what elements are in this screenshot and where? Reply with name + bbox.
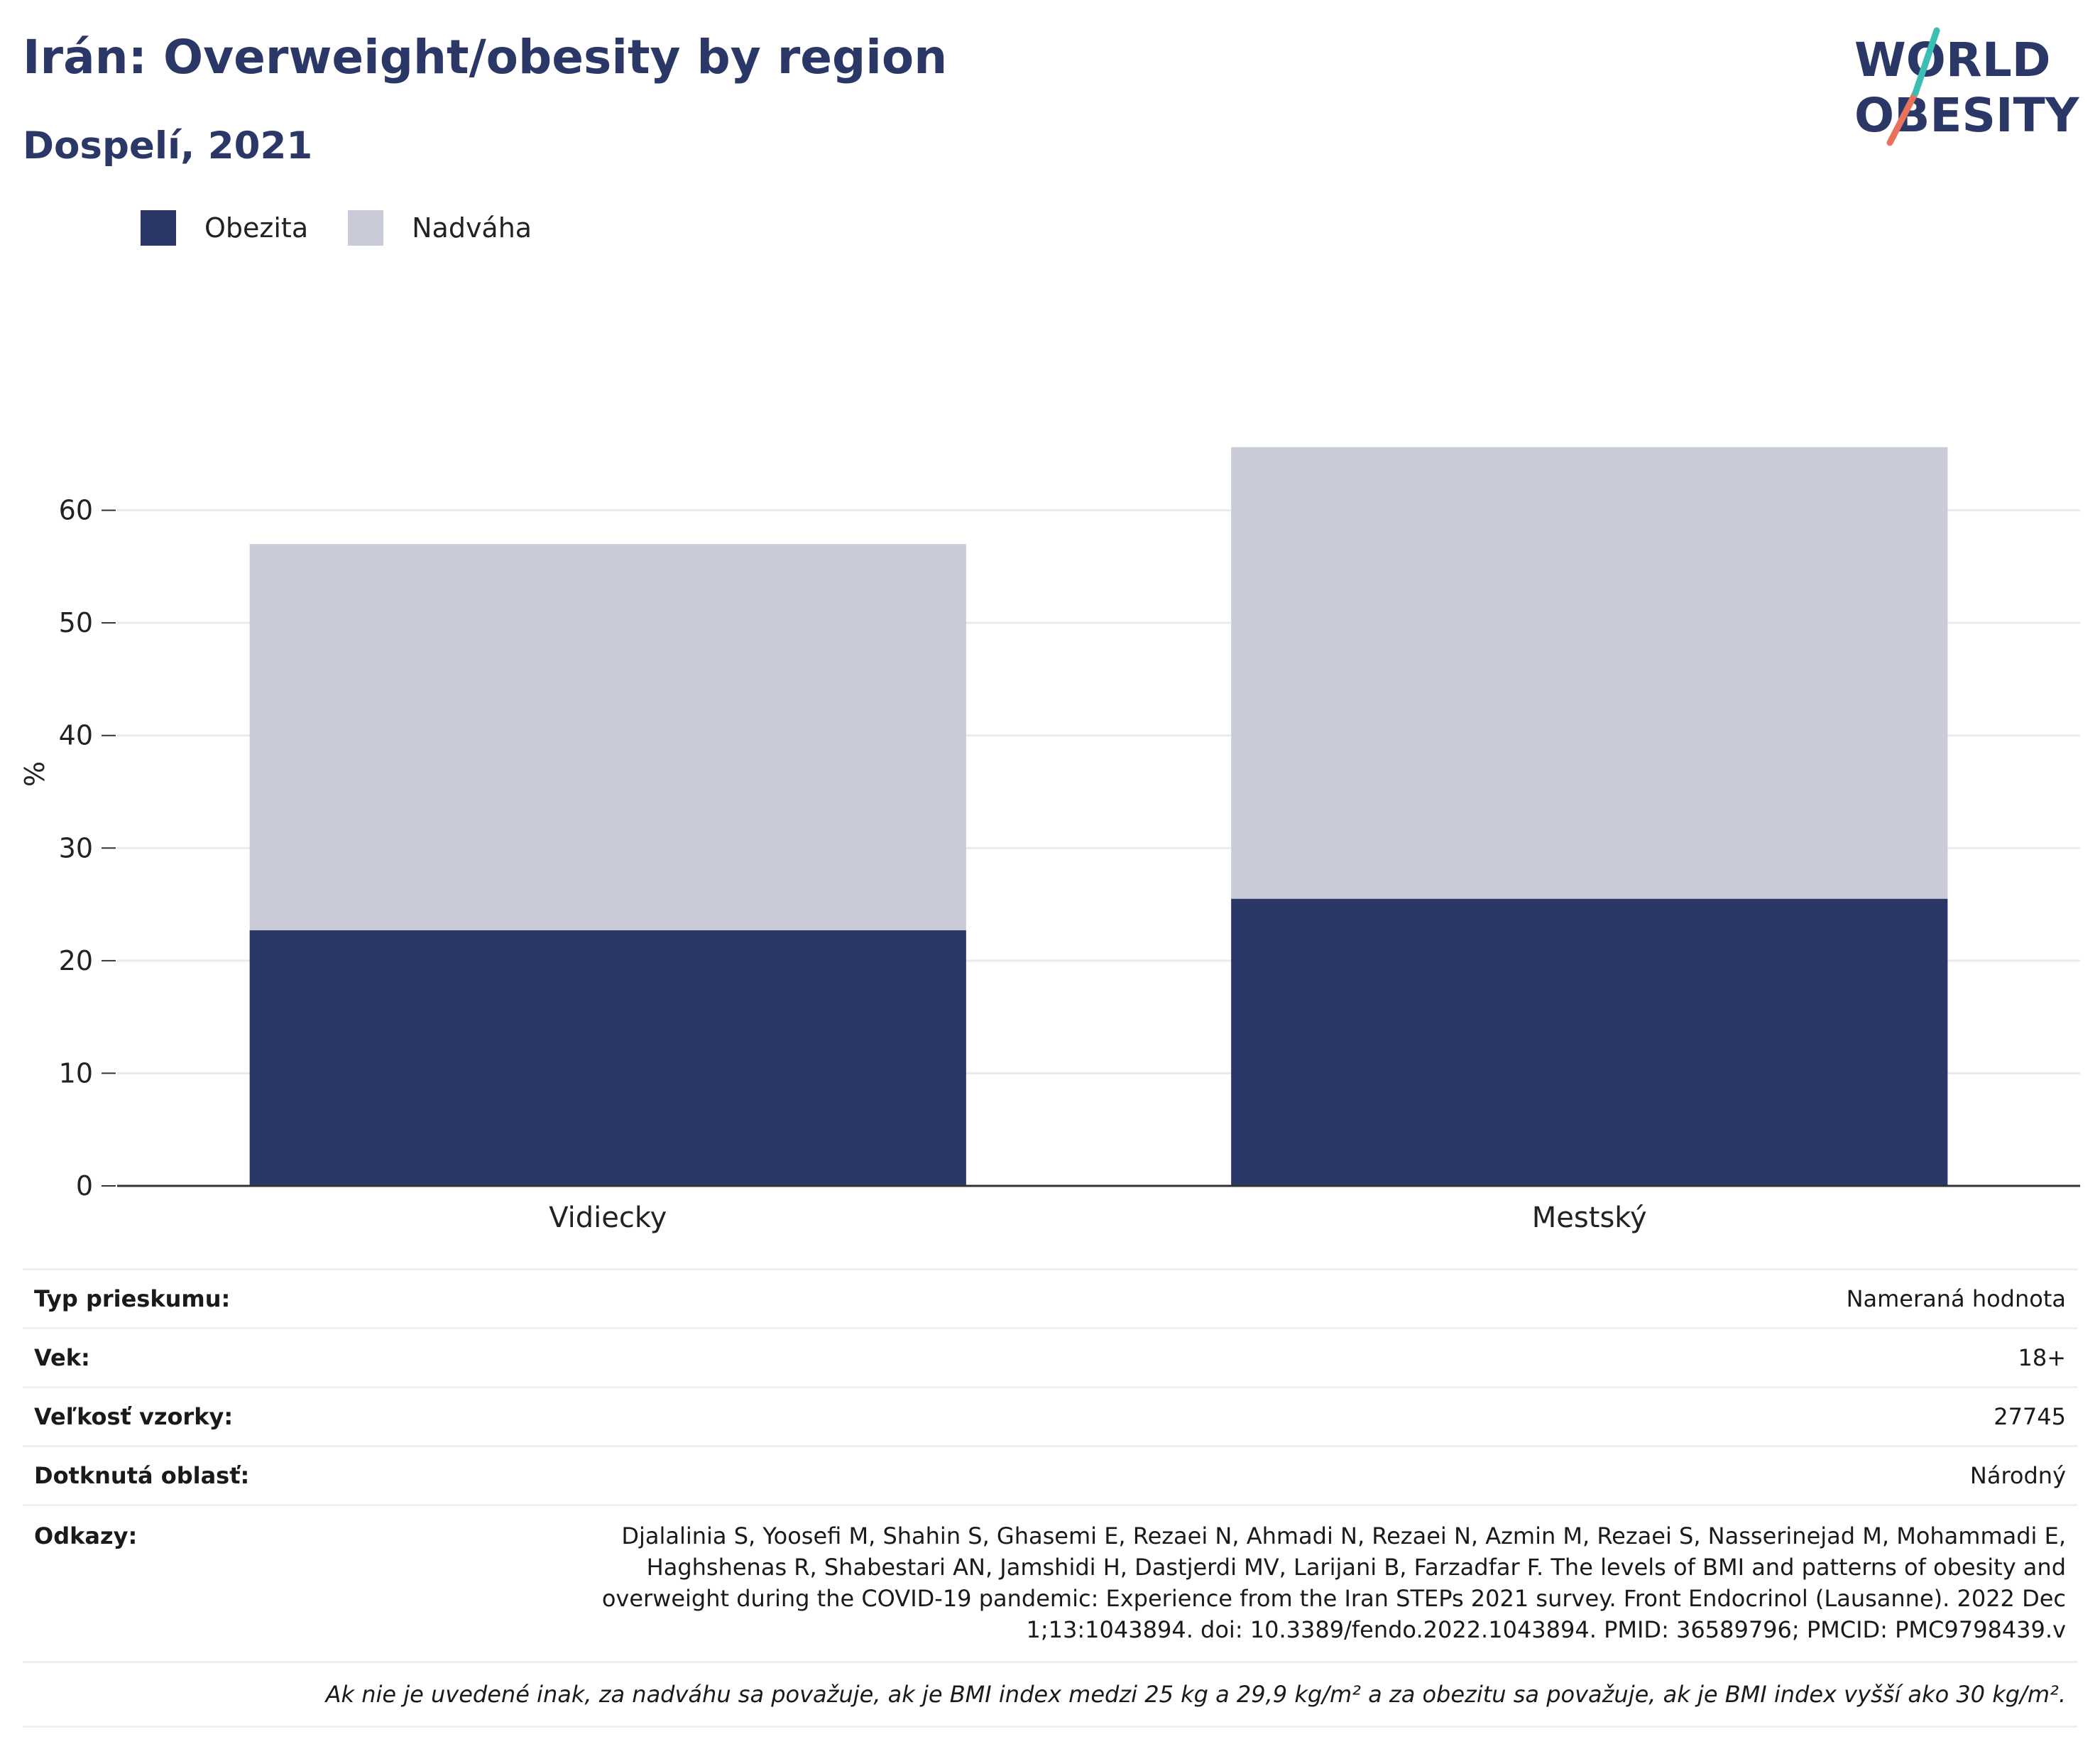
legend-swatch-obezita — [141, 210, 176, 246]
y-tick-label: 60 — [59, 495, 93, 526]
legend-item-obezita: Obezita — [141, 210, 308, 246]
y-axis-label: % — [19, 761, 50, 787]
chart-y-axis: 0 10 20 30 40 50 60 — [59, 495, 116, 1202]
logo-line1: WORLD — [1854, 33, 2051, 87]
info-key: Vek: — [23, 1327, 471, 1388]
legend-item-nadvaha: Nadváha — [348, 210, 532, 246]
info-row-sample-size: Veľkosť vzorky: 27745 — [23, 1386, 2077, 1446]
page-title: Irán: Overweight/obesity by region — [23, 30, 948, 85]
info-key: Odkazy: — [23, 1504, 471, 1662]
legend-swatch-nadvaha — [348, 210, 384, 246]
bar-obezita-1 — [1231, 898, 1948, 1186]
info-key: Dotknutá oblasť: — [23, 1445, 471, 1505]
bar-obezita-0 — [249, 930, 966, 1186]
info-value: 18+ — [471, 1327, 2077, 1388]
chart-bars — [249, 447, 1948, 1186]
page-subtitle: Dospelí, 2021 — [23, 124, 313, 168]
world-obesity-logo: WORLD OBESITY — [1854, 27, 2080, 146]
y-tick-label: 20 — [59, 945, 93, 976]
info-value: 27745 — [471, 1386, 2077, 1446]
bmi-note: Ak nie je uvedené inak, za nadváhu sa po… — [23, 1661, 2077, 1728]
x-tick-label: Mestský — [1532, 1202, 1647, 1234]
bar-nadvaha-1 — [1231, 447, 1948, 899]
survey-info-table: Typ prieskumu: Nameraná hodnota Vek: 18+… — [23, 1268, 2077, 1728]
chart-x-axis: Vidiecky Mestský — [117, 1184, 2080, 1234]
legend-label-nadvaha: Nadváha — [412, 212, 532, 244]
info-row-survey-type: Typ prieskumu: Nameraná hodnota — [23, 1268, 2077, 1329]
y-tick-label: 10 — [59, 1057, 93, 1089]
info-value: Národný — [471, 1445, 2077, 1505]
bar-nadvaha-0 — [249, 544, 966, 931]
y-tick-label: 40 — [59, 720, 93, 751]
reference-line: Djalalinia S, Yoosefi M, Shahin S, Ghase… — [621, 1522, 2066, 1549]
info-key: Veľkosť vzorky: — [23, 1386, 471, 1446]
x-tick-label: Vidiecky — [549, 1202, 667, 1234]
references-text: Djalalinia S, Yoosefi M, Shahin S, Ghase… — [471, 1504, 2077, 1662]
logo-line2: OBESITY — [1854, 88, 2080, 143]
chart-legend: Obezita Nadváha — [141, 210, 572, 246]
info-row-note: Ak nie je uvedené inak, za nadváhu sa po… — [23, 1661, 2077, 1728]
legend-label-obezita: Obezita — [204, 212, 309, 244]
info-key: Typ prieskumu: — [23, 1268, 471, 1329]
info-value: Nameraná hodnota — [471, 1268, 2077, 1329]
reference-line: 1;13:1043894. doi: 10.3389/fendo.2022.10… — [1026, 1616, 2066, 1643]
reference-line: overweight during the COVID-19 pandemic:… — [601, 1585, 2066, 1612]
info-row-age: Vek: 18+ — [23, 1327, 2077, 1388]
logo-slash-red — [1886, 89, 1919, 146]
y-tick-label: 30 — [59, 832, 93, 863]
stacked-bar-chart: 0 10 20 30 40 50 60 Vidiecky Mestský % — [19, 447, 2080, 1234]
info-row-references: Odkazy: Djalalinia S, Yoosefi M, Shahin … — [23, 1504, 2077, 1662]
y-tick-label: 0 — [76, 1170, 93, 1202]
reference-line: Haghshenas R, Shabestari AN, Jamshidi H,… — [646, 1554, 2066, 1581]
y-tick-label: 50 — [59, 607, 93, 638]
logo-slash-teal — [1912, 27, 1940, 97]
info-row-area: Dotknutá oblasť: Národný — [23, 1445, 2077, 1505]
